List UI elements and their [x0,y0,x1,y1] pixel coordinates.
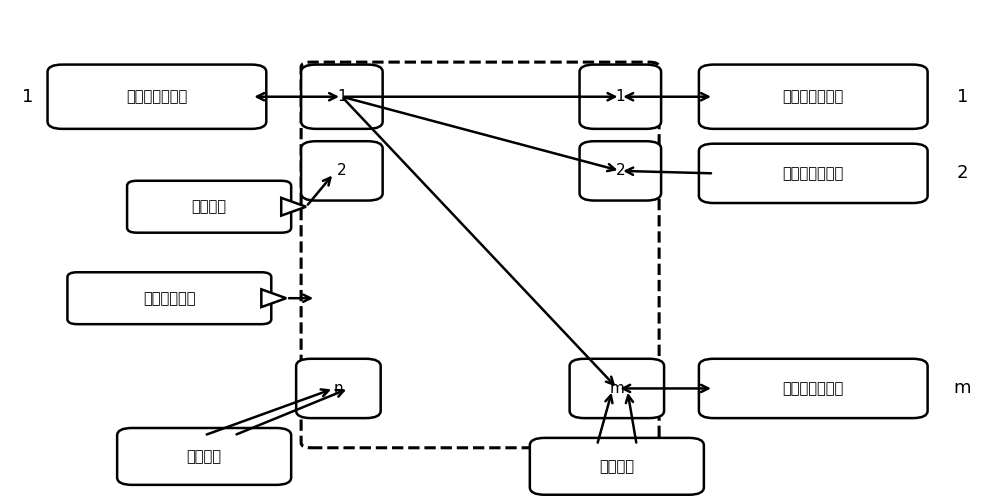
FancyBboxPatch shape [296,359,381,418]
Text: m: m [609,381,624,396]
FancyBboxPatch shape [301,64,383,129]
Text: 1: 1 [616,89,625,104]
Text: 第二光互连单元: 第二光互连单元 [783,89,844,104]
FancyBboxPatch shape [48,64,266,129]
FancyBboxPatch shape [699,64,928,129]
Text: 2: 2 [337,164,347,178]
Text: 1: 1 [22,88,33,106]
FancyBboxPatch shape [67,272,271,324]
FancyBboxPatch shape [127,181,291,233]
Text: 1: 1 [957,88,968,106]
FancyBboxPatch shape [699,359,928,418]
Text: 光连接器: 光连接器 [599,459,634,474]
Text: n: n [334,381,343,396]
Text: 标准光缆: 标准光缆 [192,199,227,214]
FancyBboxPatch shape [117,428,291,485]
Text: 第一光互连单元: 第一光互连单元 [126,89,188,104]
Text: 第二光互连单元: 第二光互连单元 [783,381,844,396]
FancyBboxPatch shape [301,141,383,201]
FancyBboxPatch shape [580,64,661,129]
Text: 1: 1 [337,89,347,104]
Text: m: m [954,380,971,398]
FancyBboxPatch shape [530,438,704,495]
Text: 2: 2 [616,164,625,178]
Polygon shape [281,198,306,216]
Text: 2: 2 [957,164,968,182]
FancyBboxPatch shape [699,144,928,203]
Text: 第二光互连单元: 第二光互连单元 [783,166,844,181]
FancyBboxPatch shape [570,359,664,418]
Polygon shape [261,290,286,307]
Text: 光波导互连板: 光波导互连板 [143,290,196,306]
Text: 光连接器: 光连接器 [187,449,222,464]
FancyBboxPatch shape [580,141,661,201]
